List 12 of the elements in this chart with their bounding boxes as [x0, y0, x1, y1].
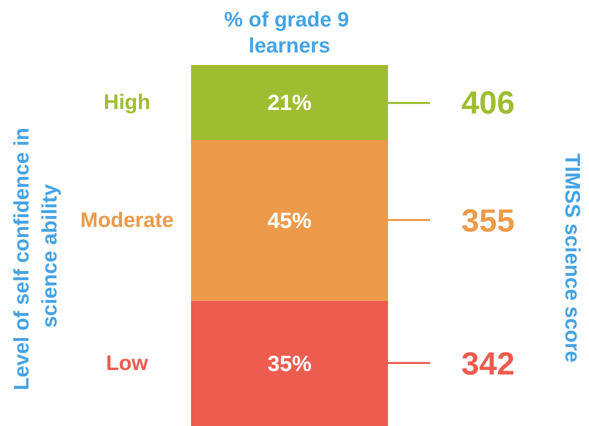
text: Level of self confidence in science ability — [10, 122, 62, 390]
data-label: 45% — [267, 208, 312, 233]
chart-title: % of grade 9 learners — [224, 8, 355, 58]
text: 406 — [461, 84, 515, 121]
text: 355 — [461, 202, 515, 238]
text: 342 — [461, 345, 515, 382]
text: TIMSS science score — [560, 154, 584, 362]
series-label: High — [104, 91, 150, 114]
data-label: 35% — [267, 350, 312, 376]
text: Low — [106, 352, 149, 375]
data-label: 21% — [267, 90, 312, 116]
series-label: Moderate — [80, 208, 174, 232]
